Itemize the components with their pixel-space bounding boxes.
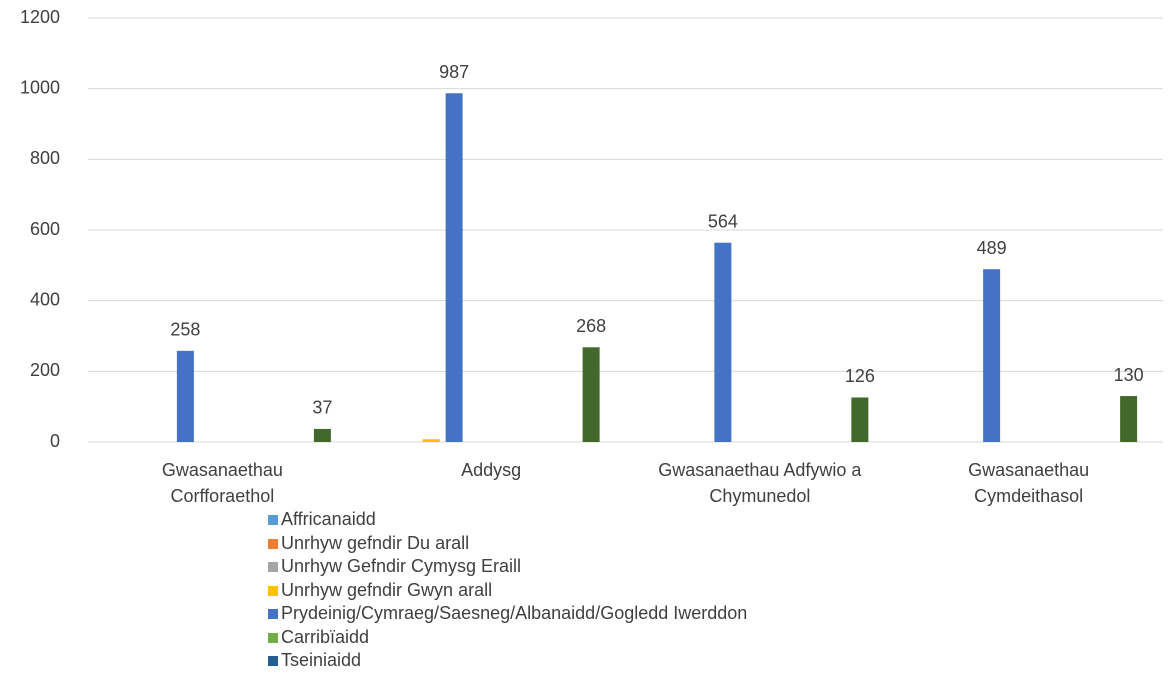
legend-swatch [268, 609, 278, 619]
bar [983, 269, 1001, 442]
bar [445, 93, 463, 442]
data-label: 564 [708, 211, 738, 231]
y-tick-label: 600 [30, 219, 60, 239]
legend-label: Unrhyw gefndir Gwyn arall [281, 579, 493, 600]
legend-label: Unrhyw gefndir Du arall [281, 532, 470, 553]
y-tick-label: 0 [50, 431, 60, 451]
data-label: 268 [576, 316, 606, 336]
legend-entry: Tseiniaidd [268, 649, 361, 673]
bar [313, 428, 331, 442]
y-tick-label: 400 [30, 289, 60, 309]
legend-label: Tseiniaidd [281, 650, 362, 670]
legend-swatch [268, 656, 278, 666]
bar [714, 242, 732, 442]
legend-entry: Prydeinig/Cymraeg/Saesneg/Albanaidd/Gogl… [268, 602, 747, 626]
data-label: 489 [977, 238, 1007, 258]
legend-entry: Affricanaidd [268, 508, 376, 532]
legend-entry: Unrhyw gefndir Gwyn arall [268, 579, 492, 603]
y-tick-label: 1200 [20, 7, 60, 27]
x-tick-label: Gwasanaethau Corfforaethol [161, 460, 283, 506]
data-label: 987 [439, 62, 469, 82]
bar [422, 439, 440, 442]
legend-swatch [268, 515, 278, 525]
y-tick-label: 800 [30, 148, 60, 168]
legend-entry: Unrhyw Gefndir Cymysg Eraill [268, 555, 521, 579]
legend-label: Prydeinig/Cymraeg/Saesneg/Albanaidd/Gogl… [281, 603, 748, 623]
y-tick-label: 1000 [20, 77, 60, 97]
bar [1120, 396, 1138, 442]
data-label: 37 [312, 398, 332, 418]
bar [176, 350, 194, 442]
legend-swatch [268, 632, 278, 643]
legend-label: Carribïaidd [281, 626, 370, 647]
x-tick-label: Gwasanaethau Adfywio a Chymunedol [658, 460, 862, 506]
bar [851, 397, 869, 442]
bar [582, 347, 600, 442]
data-label: 258 [170, 320, 200, 340]
legend-swatch [268, 538, 278, 549]
x-tick-label: Gwasanaethau Cymdeithasol [968, 460, 1090, 506]
legend-entry: Carribïaidd [268, 626, 369, 650]
y-tick-label: 200 [30, 360, 60, 380]
legend-entry: Unrhyw gefndir Du arall [268, 532, 469, 556]
legend-swatch [268, 585, 278, 596]
legend-swatch [268, 562, 278, 572]
legend-label: Affricanaidd [281, 509, 376, 529]
x-tick-label: Addysg [461, 460, 522, 480]
data-label: 130 [1114, 365, 1144, 385]
legend-label: Unrhyw Gefndir Cymysg Eraill [281, 556, 522, 576]
data-label: 126 [845, 366, 875, 386]
